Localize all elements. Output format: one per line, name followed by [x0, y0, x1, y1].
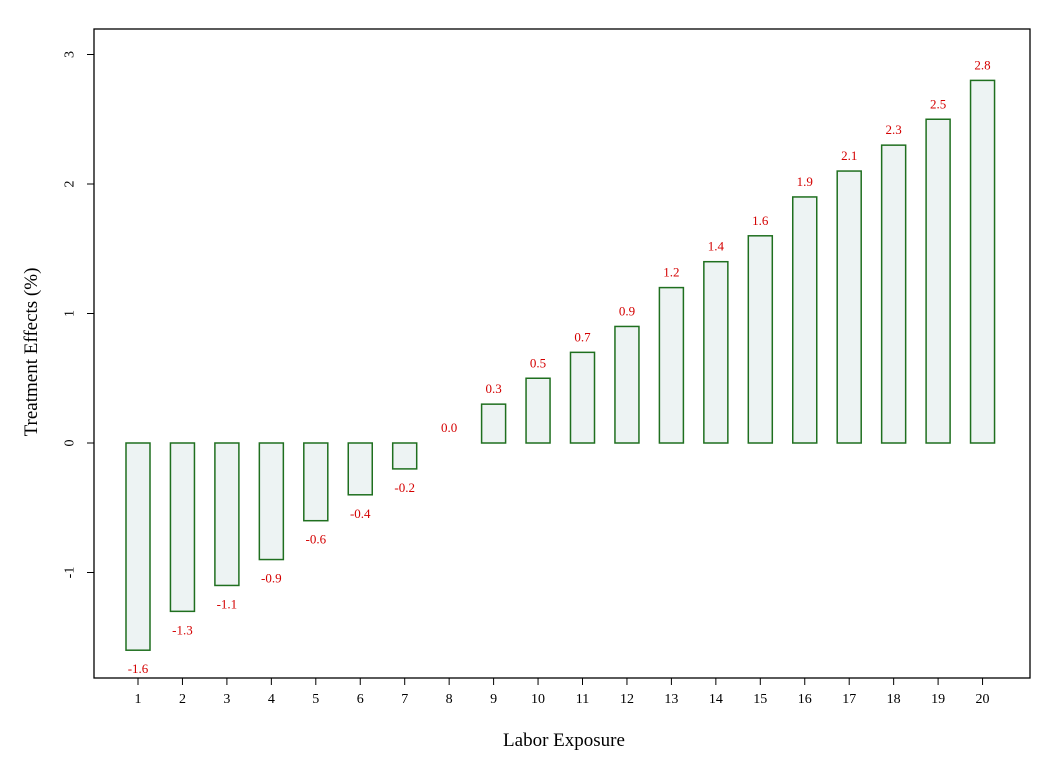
value-label-15: 1.6: [752, 213, 769, 228]
bar-6: [347, 442, 373, 496]
bar-3: [214, 442, 240, 587]
x-tick-label-2: 2: [179, 692, 186, 707]
bar-5: [303, 442, 329, 522]
value-label-16: 1.9: [797, 174, 813, 189]
y-tick-label-1: 1: [63, 310, 78, 317]
bar-16: [792, 196, 818, 444]
x-tick-label-3: 3: [223, 692, 230, 707]
plot-frame: [93, 28, 1031, 679]
bar-14: [703, 260, 729, 444]
value-label-19: 2.5: [930, 96, 946, 111]
x-tick-label-18: 18: [887, 692, 901, 707]
y-tick-label-2: 2: [63, 181, 78, 188]
value-label-7: -0.2: [394, 480, 415, 495]
bar-2: [169, 442, 196, 613]
y-tick-label--1: -1: [63, 567, 78, 579]
value-label-17: 2.1: [841, 148, 857, 163]
bar-17: [836, 170, 862, 444]
value-label-4: -0.9: [261, 571, 282, 586]
value-label-18: 2.3: [886, 122, 902, 137]
x-tick-label-12: 12: [620, 692, 634, 707]
x-tick-label-16: 16: [798, 692, 812, 707]
value-label-20: 2.8: [974, 57, 990, 72]
value-label-3: -1.1: [217, 596, 238, 611]
x-tick-label-4: 4: [268, 692, 275, 707]
value-label-2: -1.3: [172, 622, 193, 637]
value-label-9: 0.3: [485, 381, 501, 396]
bar-19: [925, 118, 951, 444]
y-tick-label-3: 3: [63, 51, 78, 58]
value-label-5: -0.6: [306, 532, 327, 547]
value-label-1: -1.6: [128, 661, 149, 676]
x-tick-label-17: 17: [842, 692, 856, 707]
bar-13: [658, 286, 685, 444]
x-tick-label-10: 10: [531, 692, 545, 707]
bar-18: [880, 144, 907, 444]
bar-9: [480, 403, 507, 444]
value-label-11: 0.7: [574, 329, 591, 344]
x-tick-label-13: 13: [664, 692, 678, 707]
x-tick-label-9: 9: [490, 692, 497, 707]
y-axis-title: Treatment Effects (%): [21, 268, 42, 437]
x-tick-label-15: 15: [753, 692, 767, 707]
bar-15: [747, 235, 774, 444]
x-tick-label-20: 20: [976, 692, 990, 707]
x-tick-label-7: 7: [401, 692, 408, 707]
value-label-8: 0.0: [441, 420, 457, 435]
bar-11: [569, 351, 596, 444]
bar-7: [391, 442, 418, 470]
x-tick-label-5: 5: [312, 692, 319, 707]
value-label-14: 1.4: [708, 239, 725, 254]
value-label-12: 0.9: [619, 303, 635, 318]
value-label-6: -0.4: [350, 506, 371, 521]
bar-1: [125, 442, 151, 651]
x-tick-label-11: 11: [576, 692, 589, 707]
x-tick-label-6: 6: [357, 692, 364, 707]
x-tick-label-19: 19: [931, 692, 945, 707]
x-tick-label-8: 8: [446, 692, 453, 707]
bar-20: [969, 79, 996, 444]
x-axis-title: Labor Exposure: [503, 730, 625, 751]
value-label-10: 0.5: [530, 355, 546, 370]
y-tick-label-0: 0: [63, 440, 78, 447]
value-label-13: 1.2: [663, 265, 679, 280]
x-tick-label-14: 14: [709, 692, 723, 707]
bar-4: [258, 442, 285, 561]
x-tick-label-1: 1: [135, 692, 142, 707]
bar-12: [614, 325, 640, 444]
bar-10: [525, 377, 551, 444]
